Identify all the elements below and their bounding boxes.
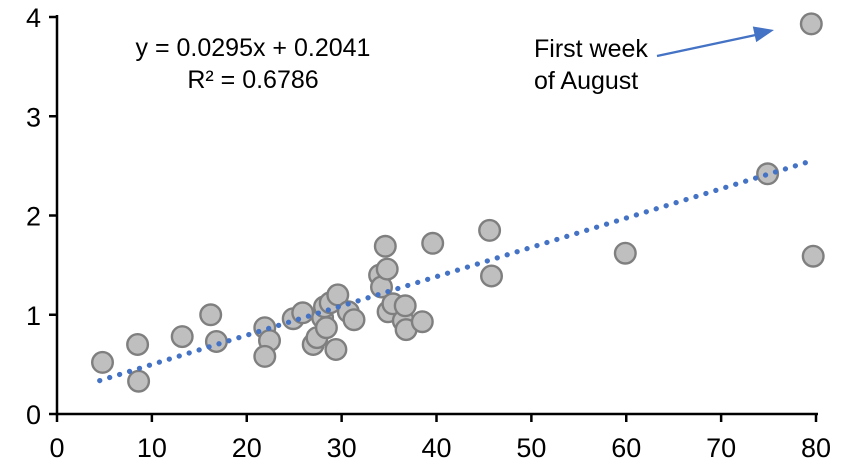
scatter-point bbox=[314, 316, 338, 340]
x-tick-label: 20 bbox=[232, 433, 262, 463]
scatter-point bbox=[393, 294, 417, 318]
scatter-point bbox=[375, 257, 399, 281]
y-tick-label: 0 bbox=[26, 400, 41, 430]
y-tick-label: 2 bbox=[26, 202, 41, 232]
y-tick-label: 1 bbox=[26, 301, 41, 331]
scatter-point bbox=[410, 310, 434, 334]
scatter-point bbox=[373, 234, 397, 258]
annotation-arrow-head bbox=[752, 26, 774, 43]
scatter-point bbox=[170, 325, 194, 349]
axes bbox=[55, 15, 818, 416]
trendline bbox=[97, 159, 810, 384]
y-axis-ticks: 0 1 2 3 4 bbox=[26, 3, 57, 430]
scatter-point bbox=[90, 350, 114, 374]
scatter-point bbox=[291, 301, 315, 325]
scatter-point bbox=[199, 303, 223, 327]
scatter-point bbox=[801, 244, 825, 268]
scatter-point bbox=[421, 231, 445, 255]
x-tick-label: 60 bbox=[611, 433, 641, 463]
y-tick-label: 3 bbox=[26, 102, 41, 132]
trendline-equation: y = 0.0295x + 0.2041 bbox=[136, 34, 371, 62]
scatter-point bbox=[324, 338, 348, 362]
y-tick-label: 4 bbox=[26, 3, 41, 33]
scatter-point bbox=[127, 369, 151, 393]
annotation-text-line2: of August bbox=[534, 67, 638, 95]
x-tick-label: 10 bbox=[137, 433, 167, 463]
annotation-arrow-line bbox=[656, 33, 759, 58]
x-axis-ticks: 0 10 20 30 40 50 60 70 80 bbox=[49, 414, 831, 463]
x-tick-label: 0 bbox=[49, 433, 64, 463]
x-tick-label: 40 bbox=[421, 433, 451, 463]
annotation-arrow bbox=[656, 26, 774, 58]
x-tick-label: 30 bbox=[327, 433, 357, 463]
trendline-r-squared: R² = 0.6786 bbox=[187, 66, 318, 94]
x-tick-label: 80 bbox=[801, 433, 831, 463]
scatter-point bbox=[478, 218, 502, 242]
x-tick-label: 50 bbox=[516, 433, 546, 463]
annotation-text-line1: First week bbox=[534, 35, 648, 63]
scatter-point bbox=[342, 308, 366, 332]
scatter-point bbox=[480, 264, 504, 288]
x-tick-label: 70 bbox=[706, 433, 736, 463]
scatter-point bbox=[613, 241, 637, 265]
scatter-point bbox=[126, 333, 150, 357]
scatter-point bbox=[799, 12, 823, 36]
trendline-dotted bbox=[97, 159, 810, 384]
scatter-point bbox=[253, 344, 277, 368]
